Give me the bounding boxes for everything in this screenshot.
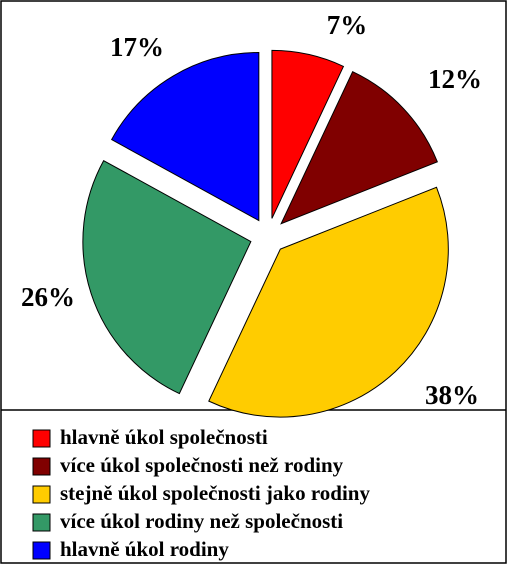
legend-swatch	[32, 485, 51, 504]
legend-swatch	[32, 541, 51, 560]
pie-slice	[82, 159, 252, 395]
legend-swatch	[32, 513, 51, 532]
legend-swatch	[32, 429, 51, 448]
legend-swatch	[32, 457, 51, 476]
data-label: 12%	[428, 64, 482, 94]
pie-slice	[280, 71, 438, 225]
legend-label: více úkol rodiny než společnosti	[60, 509, 343, 533]
data-label: 17%	[110, 32, 164, 62]
legend-label: více úkol společnosti než rodiny	[60, 453, 344, 477]
data-label: 26%	[21, 282, 75, 312]
legend-label: stejně úkol společnosti jako rodiny	[60, 481, 370, 505]
pie-slice	[271, 49, 345, 219]
legend-label: hlavně úkol rodiny	[60, 537, 229, 561]
data-label: 38%	[425, 380, 479, 410]
pie-slice	[110, 52, 260, 222]
legend-label: hlavně úkol společnosti	[60, 425, 268, 449]
data-label: 7%	[327, 10, 368, 40]
pie-slice	[208, 186, 449, 418]
